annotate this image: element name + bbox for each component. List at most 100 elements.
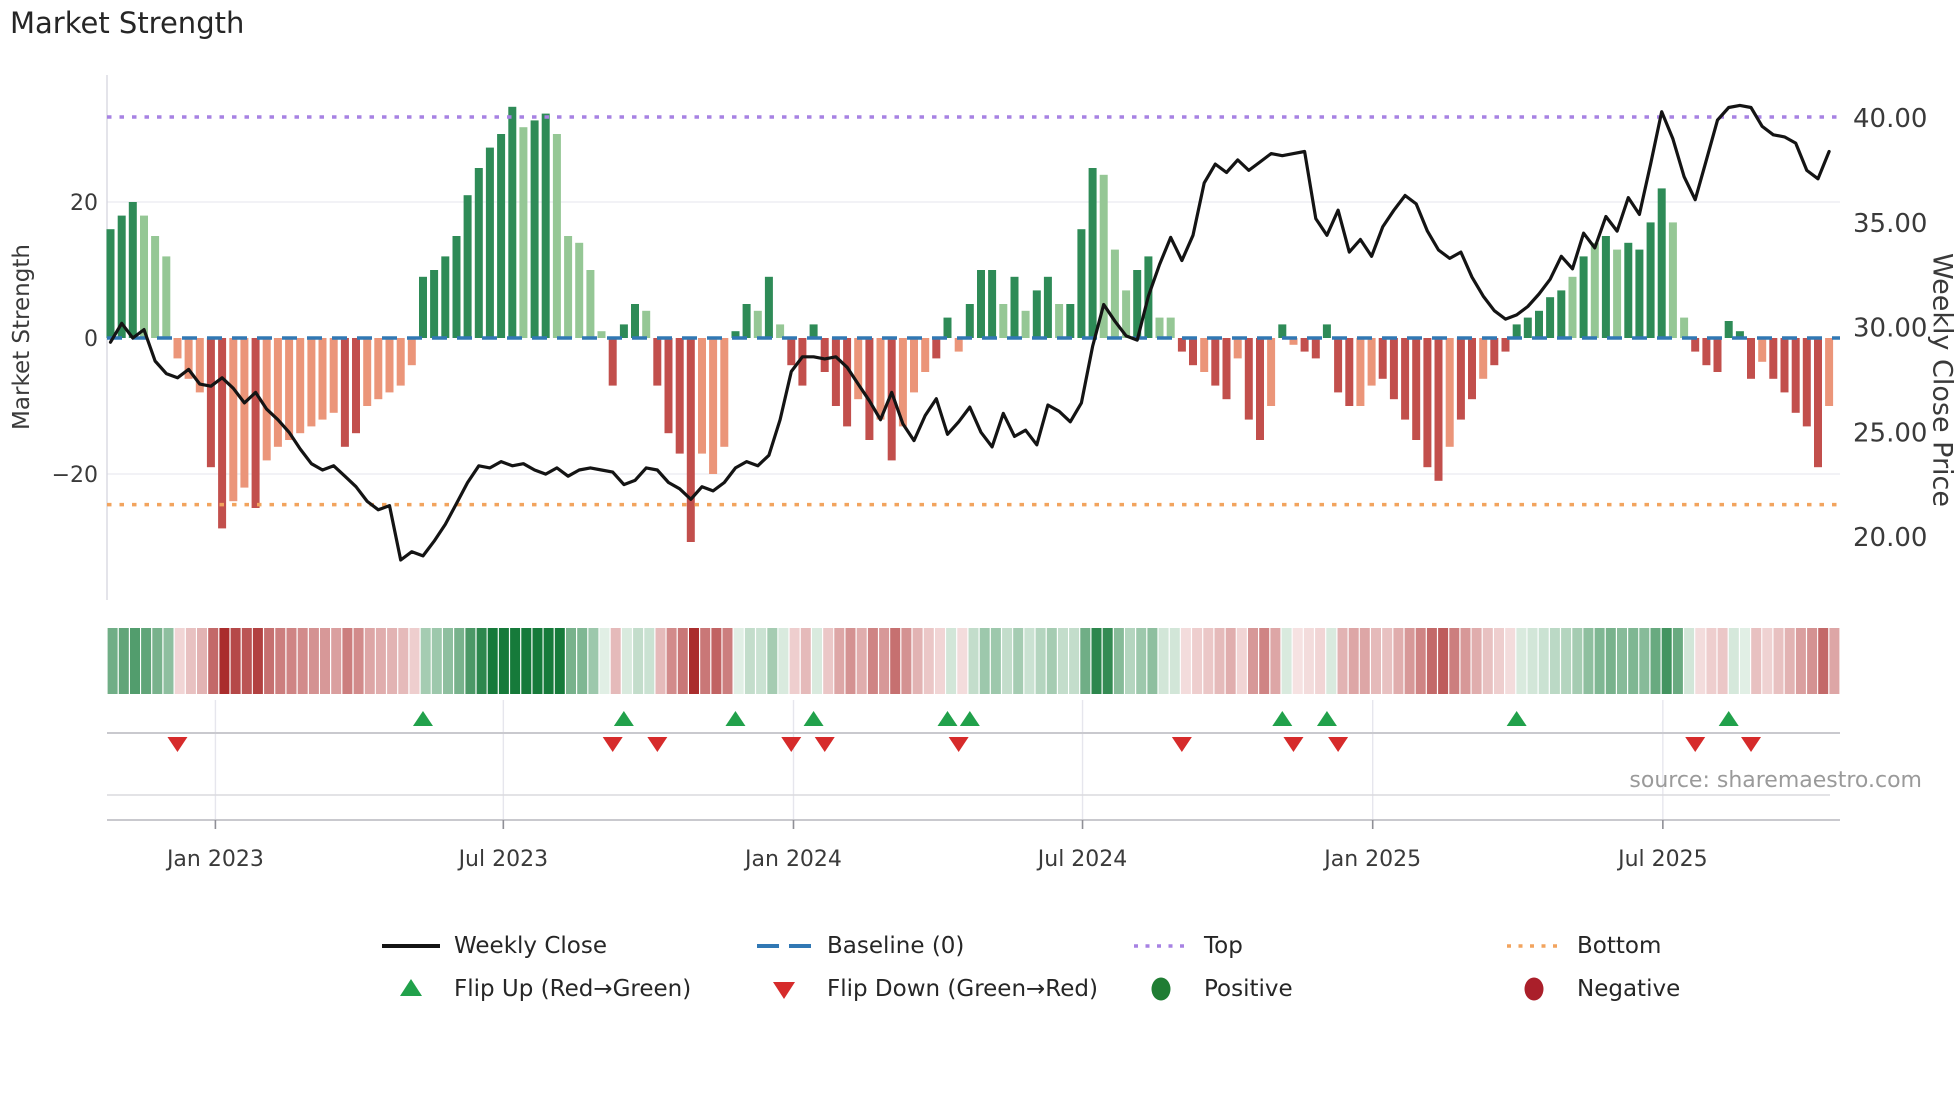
heatmap-cell (208, 628, 219, 694)
legend-item: Bottom (1503, 932, 1661, 960)
strength-bar (988, 270, 997, 338)
strength-bar (162, 256, 171, 338)
flip-up-marker (937, 711, 958, 726)
legend-label: Flip Up (Red→Green) (454, 976, 692, 1002)
heatmap-cell (577, 628, 588, 694)
strength-bar (977, 270, 985, 338)
heatmap-cell (1672, 628, 1683, 694)
heatmap-cell (454, 628, 465, 694)
heatmap-cell (1404, 628, 1415, 694)
strength-bar (340, 338, 349, 447)
heatmap-cell (1639, 628, 1650, 694)
heatmap-cell (1069, 628, 1080, 694)
legend-swatch-dashes (757, 944, 811, 948)
right-tick-label: 35.00 (1853, 209, 1927, 239)
legend-swatch-tri-down (773, 982, 795, 999)
strength-bar (887, 338, 896, 461)
strength-bar (831, 338, 840, 406)
heatmap-cell (800, 628, 811, 694)
left-tick-label: 0 (84, 327, 98, 352)
strength-bar (1110, 249, 1119, 338)
heatmap-cell (689, 628, 699, 694)
flip-down-marker (781, 737, 802, 752)
flip-down-marker (1283, 737, 1304, 752)
strength-bar (1155, 317, 1164, 338)
heatmap-cell (1281, 628, 1292, 694)
heatmap-cell (979, 628, 990, 694)
strength-bar (1088, 168, 1097, 338)
strength-bar (564, 236, 573, 338)
heatmap-cell (264, 628, 275, 694)
heatmap-cell (677, 628, 688, 694)
legend-label: Weekly Close (454, 933, 607, 959)
heatmap-cell (1605, 628, 1616, 694)
strength-bar (441, 256, 450, 338)
heatmap-cell (990, 628, 1001, 694)
heatmap-cell (1717, 628, 1728, 694)
strength-bar (1568, 276, 1577, 338)
legend-swatch-dots (1134, 944, 1188, 948)
weekly-close-line (108, 103, 1831, 562)
heatmap-cell (923, 628, 934, 694)
strength-bar (653, 338, 662, 386)
heatmap-cell (387, 628, 398, 694)
heatmap-cell (1270, 628, 1281, 694)
heatmap-cell (1471, 628, 1482, 694)
heatmap-cell (498, 628, 509, 694)
heatmap-cell (890, 628, 901, 694)
page-title: Market Strength (10, 6, 245, 40)
heatmap-cell (1393, 628, 1404, 694)
strength-bar (1724, 321, 1733, 338)
flip-down-marker (948, 737, 969, 752)
heatmap-cell (320, 628, 330, 694)
heatmap-cell (185, 628, 196, 694)
strength-bar (285, 338, 294, 440)
strength-bar (1412, 338, 1421, 440)
heatmap-cell (1594, 628, 1605, 694)
heatmap-cell (141, 628, 152, 694)
legend-swatch-line (382, 944, 440, 948)
strength-bar (999, 304, 1008, 338)
strength-bar (1256, 338, 1264, 440)
legend-item: Flip Down (Green→Red) (753, 975, 1098, 1003)
flip-down-marker (602, 737, 623, 752)
strength-bar (664, 338, 673, 434)
strength-bar (1233, 338, 1242, 359)
heatmap-cell (554, 628, 565, 694)
strength-bar (229, 338, 238, 502)
strength-bar (552, 134, 561, 338)
strength-bar (742, 304, 751, 338)
strength-bar (195, 338, 204, 393)
strength-bar (787, 338, 796, 366)
strength-bar (586, 270, 595, 338)
strength-bar (1590, 242, 1599, 338)
strength-bar (1434, 338, 1443, 481)
strength-bar (753, 310, 762, 338)
source-credit: source: sharemaestro.com (1629, 768, 1922, 793)
strength-bar (1680, 317, 1689, 338)
heatmap-cell (297, 628, 308, 694)
strength-bar (218, 338, 227, 529)
legend-label: Top (1204, 933, 1243, 959)
heatmap-cell (1449, 628, 1460, 694)
heatmap-cell (1583, 628, 1594, 694)
heatmap-cell (879, 628, 890, 694)
strength-bar (1166, 317, 1175, 338)
strength-bar (1032, 290, 1041, 338)
heatmap-cell (1080, 628, 1091, 694)
heatmap-cell (286, 628, 297, 694)
heatmap-cell (756, 628, 767, 694)
strength-bar (140, 215, 148, 338)
heatmap-cell (465, 628, 476, 694)
strength-bar (430, 270, 439, 338)
strength-bar (296, 338, 305, 434)
heatmap-cell (1169, 628, 1180, 694)
heatmap-cell (767, 628, 778, 694)
heatmap-cell (1203, 628, 1214, 694)
heatmap-cell (420, 628, 431, 694)
heatmap-cell (867, 628, 878, 694)
strength-bar (1043, 276, 1052, 338)
heatmap-cell (901, 628, 912, 694)
flip-up-marker (1272, 711, 1293, 726)
